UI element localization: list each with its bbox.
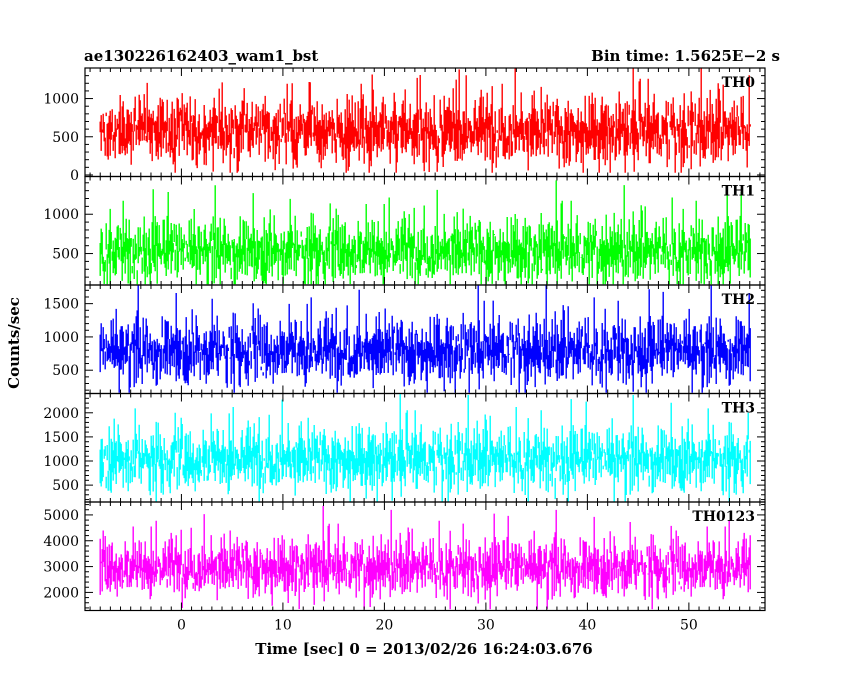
- y-tick-label: 5000: [43, 508, 79, 524]
- x-tick-label: 40: [578, 618, 596, 634]
- y-tick-label: 1000: [43, 92, 79, 108]
- y-tick-label: 3000: [43, 560, 79, 576]
- x-axis-label: Time [sec] 0 = 2013/02/26 16:24:03.676: [255, 640, 592, 658]
- trace-th0123: [99, 505, 751, 610]
- bin-time-label: Bin time: 1.5625E−2 s: [591, 47, 780, 65]
- y-tick-label: 500: [52, 363, 79, 379]
- series-label-th0123: TH0123: [692, 509, 755, 525]
- x-tick-label: 10: [274, 618, 292, 634]
- trace-th0: [99, 68, 751, 173]
- x-tick-label: 50: [680, 618, 698, 634]
- y-tick-label: 2000: [43, 406, 79, 422]
- series-label-th2: TH2: [722, 292, 755, 308]
- series-label-th1: TH1: [722, 184, 755, 200]
- x-tick-label: 20: [375, 618, 393, 634]
- panel-th1: 500 1000 TH1: [43, 175, 766, 286]
- y-tick-label: 1500: [43, 430, 79, 446]
- y-tick-label: 500: [52, 247, 79, 263]
- panel-th0: 0 500 1000 TH0: [43, 67, 766, 184]
- panel-th0123: 2000 3000 4000 5000 TH0123: [43, 501, 766, 612]
- panel-th3: 500 1000 1500 2000 TH3: [43, 392, 766, 503]
- series-label-th3: TH3: [722, 401, 755, 417]
- chart-title: ae130226162403_wam1_bst: [84, 47, 318, 65]
- y-tick-label: 1000: [43, 330, 79, 346]
- trace-th1: [99, 180, 751, 285]
- panel-th2: 500 1000 1500 TH2: [43, 284, 766, 395]
- x-tick-label: 30: [477, 618, 495, 634]
- y-tick-label: 1000: [43, 454, 79, 470]
- y-tick-label: 0: [70, 168, 79, 184]
- trace-th2: [99, 285, 751, 393]
- y-tick-label: 1000: [43, 207, 79, 223]
- y-tick-label: 1500: [43, 297, 79, 313]
- series-label-th0: TH0: [722, 75, 756, 91]
- y-axis-label: Counts/sec: [5, 297, 23, 389]
- y-tick-label: 4000: [43, 534, 79, 550]
- y-tick-label: 2000: [43, 585, 79, 601]
- trace-th3: [99, 393, 751, 502]
- x-tick-label: 0: [177, 618, 186, 634]
- y-tick-label: 500: [52, 478, 79, 494]
- y-tick-label: 500: [52, 130, 79, 146]
